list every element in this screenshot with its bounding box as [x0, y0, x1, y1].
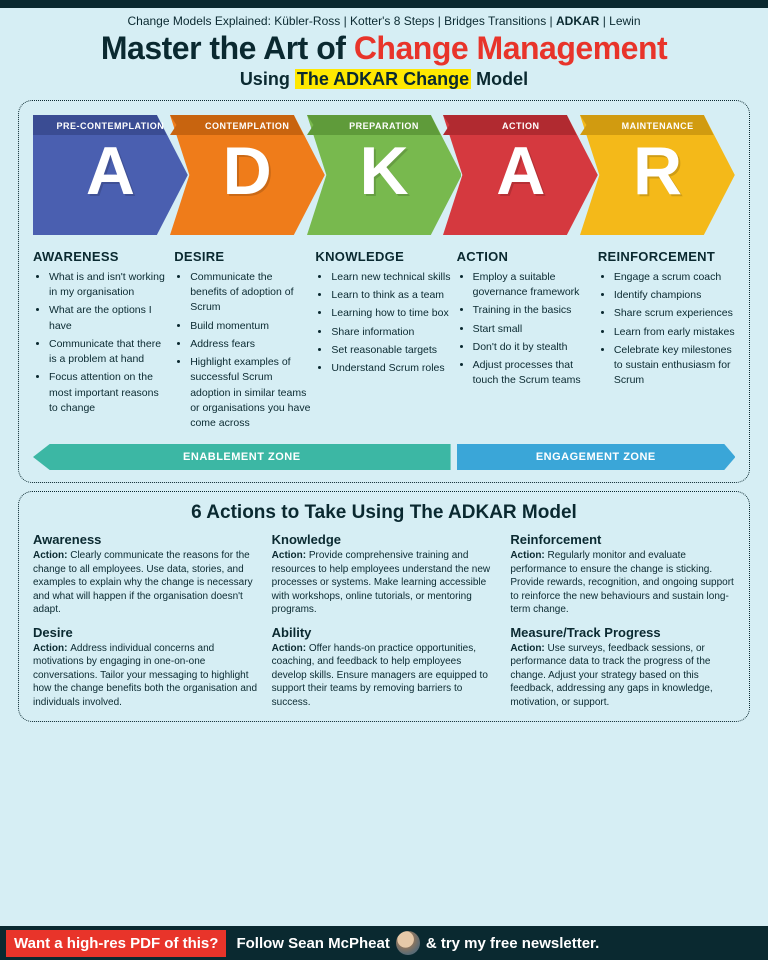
page-title: Master the Art of Change Management	[0, 30, 768, 67]
column-title: DESIRE	[174, 249, 311, 264]
column-title: REINFORCEMENT	[598, 249, 735, 264]
action-body: Action: Provide comprehensive training a…	[272, 549, 497, 617]
list-item: What are the options I have	[49, 303, 170, 333]
action-title: Desire	[33, 625, 258, 640]
actions-panel: 6 Actions to Take Using The ADKAR Model …	[18, 491, 750, 722]
list-item: Learn to think as a team	[331, 288, 452, 303]
action-body: Action: Regularly monitor and evaluate p…	[510, 549, 735, 617]
list-item: Address fears	[190, 337, 311, 352]
zone-label: ENGAGEMENT ZONE	[536, 451, 656, 463]
action-block-4: Ability Action: Offer hands-on practice o…	[272, 625, 497, 710]
list-item: Identify champions	[614, 288, 735, 303]
adkar-letter: D	[223, 137, 272, 205]
arrow-1: CONTEMPLATION D	[170, 115, 325, 235]
action-body: Action: Address individual concerns and …	[33, 642, 258, 710]
list-item: Set reasonable targets	[331, 343, 452, 358]
column-knowledge: KNOWLEDGE Learn new technical skills Learn…	[315, 249, 452, 434]
list-item: Don't do it by stealth	[473, 340, 594, 355]
top-bar	[0, 0, 768, 8]
list-item: Learn from early mistakes	[614, 325, 735, 340]
list-item: Share scrum experiences	[614, 306, 735, 321]
list-item: Build momentum	[190, 319, 311, 334]
list-item: Celebrate key milestones to sustain enth…	[614, 343, 735, 389]
arrow-4: MAINTENANCE R	[580, 115, 735, 235]
stage-label: MAINTENANCE	[622, 121, 694, 131]
action-title: Awareness	[33, 532, 258, 547]
columns: AWARENESS What is and isn't working in my…	[33, 249, 735, 434]
zones: ENABLEMENT ZONE ENGAGEMENT ZONE	[33, 444, 735, 470]
subtitle-a: Using	[240, 69, 295, 89]
arrow-0: PRE-CONTEMPLATION A	[33, 115, 188, 235]
list-item: Communicate the benefits of adoption of …	[190, 270, 311, 316]
breadcrumb-suffix: | Lewin	[599, 14, 640, 28]
footer-text-a: Follow Sean McPheat	[236, 935, 389, 952]
title-a: Master the Art of	[101, 30, 354, 66]
list-item: Engage a scrum coach	[614, 270, 735, 285]
column-awareness: AWARENESS What is and isn't working in my…	[33, 249, 170, 434]
actions-grid: Awareness Action: Clearly communicate the…	[33, 532, 735, 709]
title-b: Change Management	[354, 30, 667, 66]
adkar-letter: A	[86, 137, 135, 205]
zone-1: ENGAGEMENT ZONE	[457, 444, 735, 470]
arrow-row: PRE-CONTEMPLATION A CONTEMPLATION D PREPARAT…	[33, 115, 735, 235]
footer-text-b: & try my free newsletter.	[426, 935, 599, 952]
action-block-5: Measure/Track Progress Action: Use survey…	[510, 625, 735, 710]
footer-cta[interactable]: Want a high-res PDF of this?	[6, 930, 226, 957]
list-item: Share information	[331, 325, 452, 340]
list-item: Start small	[473, 322, 594, 337]
subtitle-hl: The ADKAR Change	[295, 69, 471, 89]
list-item: What is and isn't working in my organisa…	[49, 270, 170, 300]
column-title: KNOWLEDGE	[315, 249, 452, 264]
stage-label: CONTEMPLATION	[205, 121, 289, 131]
stage-label: PRE-CONTEMPLATION	[56, 121, 164, 131]
column-title: AWARENESS	[33, 249, 170, 264]
adkar-panel: PRE-CONTEMPLATION A CONTEMPLATION D PREPARAT…	[18, 100, 750, 483]
column-action: ACTION Employ a suitable governance frame…	[457, 249, 594, 434]
action-body: Action: Use surveys, feedback sessions, …	[510, 642, 735, 710]
list-item: Learning how to time box	[331, 306, 452, 321]
breadcrumb-bold: ADKAR	[556, 14, 599, 28]
column-desire: DESIRE Communicate the benefits of adopti…	[174, 249, 311, 434]
actions-title: 6 Actions to Take Using The ADKAR Model	[33, 502, 735, 524]
action-body: Action: Offer hands-on practice opportun…	[272, 642, 497, 710]
list-item: Understand Scrum roles	[331, 361, 452, 376]
subtitle-b: Model	[471, 69, 528, 89]
action-body: Action: Clearly communicate the reasons …	[33, 549, 258, 617]
zone-label: ENABLEMENT ZONE	[183, 451, 301, 463]
stage-label: PREPARATION	[349, 121, 419, 131]
list-item: Learn new technical skills	[331, 270, 452, 285]
zone-0: ENABLEMENT ZONE	[33, 444, 451, 470]
breadcrumb-prefix: Change Models Explained: Kübler-Ross | K…	[127, 14, 556, 28]
adkar-letter: R	[633, 137, 682, 205]
action-title: Reinforcement	[510, 532, 735, 547]
action-title: Ability	[272, 625, 497, 640]
column-reinforcement: REINFORCEMENT Engage a scrum coach Identif…	[598, 249, 735, 434]
action-block-0: Awareness Action: Clearly communicate the…	[33, 532, 258, 617]
breadcrumb: Change Models Explained: Kübler-Ross | K…	[0, 8, 768, 30]
list-item: Highlight examples of successful Scrum a…	[190, 355, 311, 431]
list-item: Communicate that there is a problem at h…	[49, 337, 170, 367]
column-title: ACTION	[457, 249, 594, 264]
footer: Want a high-res PDF of this? Follow Sean…	[0, 926, 768, 960]
list-item: Employ a suitable governance framework	[473, 270, 594, 300]
stage-label: ACTION	[502, 121, 540, 131]
list-item: Focus attention on the most important re…	[49, 370, 170, 416]
list-item: Adjust processes that touch the Scrum te…	[473, 358, 594, 388]
action-title: Measure/Track Progress	[510, 625, 735, 640]
adkar-letter: K	[359, 137, 408, 205]
arrow-2: PREPARATION K	[307, 115, 462, 235]
list-item: Training in the basics	[473, 303, 594, 318]
action-block-3: Desire Action: Address individual concern…	[33, 625, 258, 710]
action-title: Knowledge	[272, 532, 497, 547]
action-block-1: Knowledge Action: Provide comprehensive t…	[272, 532, 497, 617]
avatar	[396, 931, 420, 955]
subtitle: Using The ADKAR Change Model	[0, 69, 768, 90]
arrow-3: ACTION A	[443, 115, 598, 235]
adkar-letter: A	[496, 137, 545, 205]
action-block-2: Reinforcement Action: Regularly monitor a…	[510, 532, 735, 617]
